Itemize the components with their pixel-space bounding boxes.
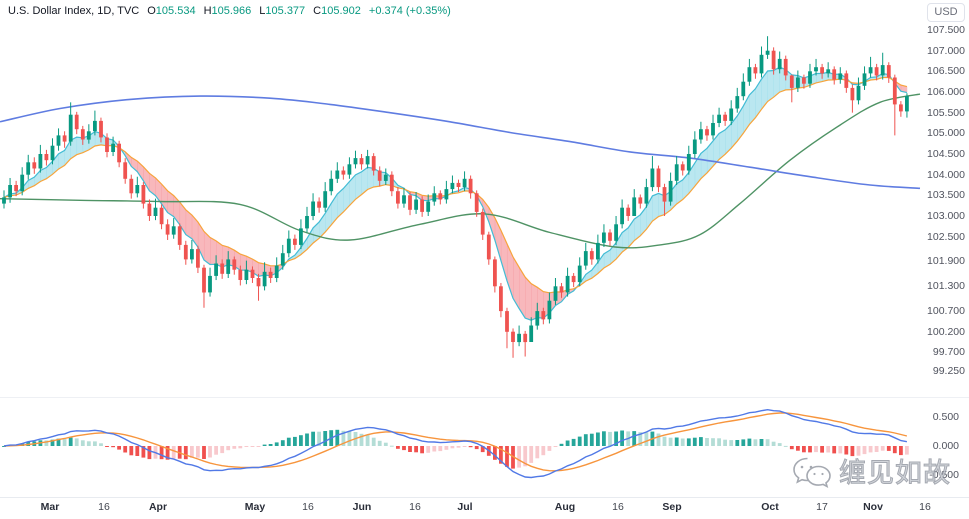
price-tick-label: 100.200 xyxy=(927,325,965,338)
time-tick-label: Sep xyxy=(662,501,682,513)
symbol-legend: U.S. Dollar Index, 1D, TVC O105.534 H105… xyxy=(8,5,451,17)
high-value: H105.966 xyxy=(203,5,252,17)
price-tick-label: 106.500 xyxy=(927,65,965,78)
close-value: C105.902 xyxy=(313,5,361,17)
time-tick-label: Mar xyxy=(40,501,60,513)
price-tick-label: 99.250 xyxy=(932,365,965,377)
time-tick-label: 16 xyxy=(612,501,624,513)
price-tick-label: 100.700 xyxy=(927,305,965,318)
price-tick-label: 103.500 xyxy=(927,189,965,202)
time-tick-label: May xyxy=(244,501,266,513)
time-tick-label: 16 xyxy=(919,501,931,513)
time-tick-label: Aug xyxy=(554,501,576,513)
time-tick-label: 17 xyxy=(816,501,828,513)
time-tick-label: Jun xyxy=(352,501,372,513)
time-tick-label: Oct xyxy=(761,501,779,513)
time-tick-label: 16 xyxy=(302,501,314,513)
low-value: L105.377 xyxy=(259,5,306,17)
price-tick-label: 101.900 xyxy=(927,255,965,268)
price-tick-label: 104.000 xyxy=(927,168,965,181)
price-tick-label: 107.500 xyxy=(927,24,965,36)
time-axis[interactable]: Mar 16 Apr May 16 Jun 16 Jul Aug 16 Sep Oct 17 Nov 16 xyxy=(0,498,969,519)
indicator-tick-label: -0.500 xyxy=(929,469,959,481)
change-value: +0.374 (+0.35%) xyxy=(368,5,451,17)
time-tick-label: Apr xyxy=(148,501,168,513)
time-tick-label: Jul xyxy=(457,501,473,513)
currency-toggle-button[interactable]: USD xyxy=(927,3,965,22)
time-tick-label: 16 xyxy=(409,501,421,513)
price-tick-label: 107.000 xyxy=(927,44,965,57)
symbol-title[interactable]: U.S. Dollar Index, 1D, TVC xyxy=(8,5,140,17)
indicator-tick-label: 0.000 xyxy=(932,440,959,452)
time-tick-label: 16 xyxy=(98,501,110,513)
price-tick-label: 101.300 xyxy=(927,280,965,293)
price-tick-label: 105.500 xyxy=(927,106,965,119)
price-tick-label: 106.000 xyxy=(927,86,965,98)
price-tick-label: 99.700 xyxy=(932,346,965,359)
time-tick-label: Nov xyxy=(863,501,883,513)
pane-separator[interactable] xyxy=(0,397,969,398)
price-tick-label: 102.500 xyxy=(927,230,965,243)
price-tick-label: 105.000 xyxy=(927,127,965,140)
price-tick-label: 104.500 xyxy=(927,148,965,160)
price-tick-label: 103.000 xyxy=(927,210,965,222)
open-value: O105.534 xyxy=(147,5,196,17)
indicator-tick-label: 0.500 xyxy=(932,411,959,423)
time-axis-separator xyxy=(0,497,969,498)
